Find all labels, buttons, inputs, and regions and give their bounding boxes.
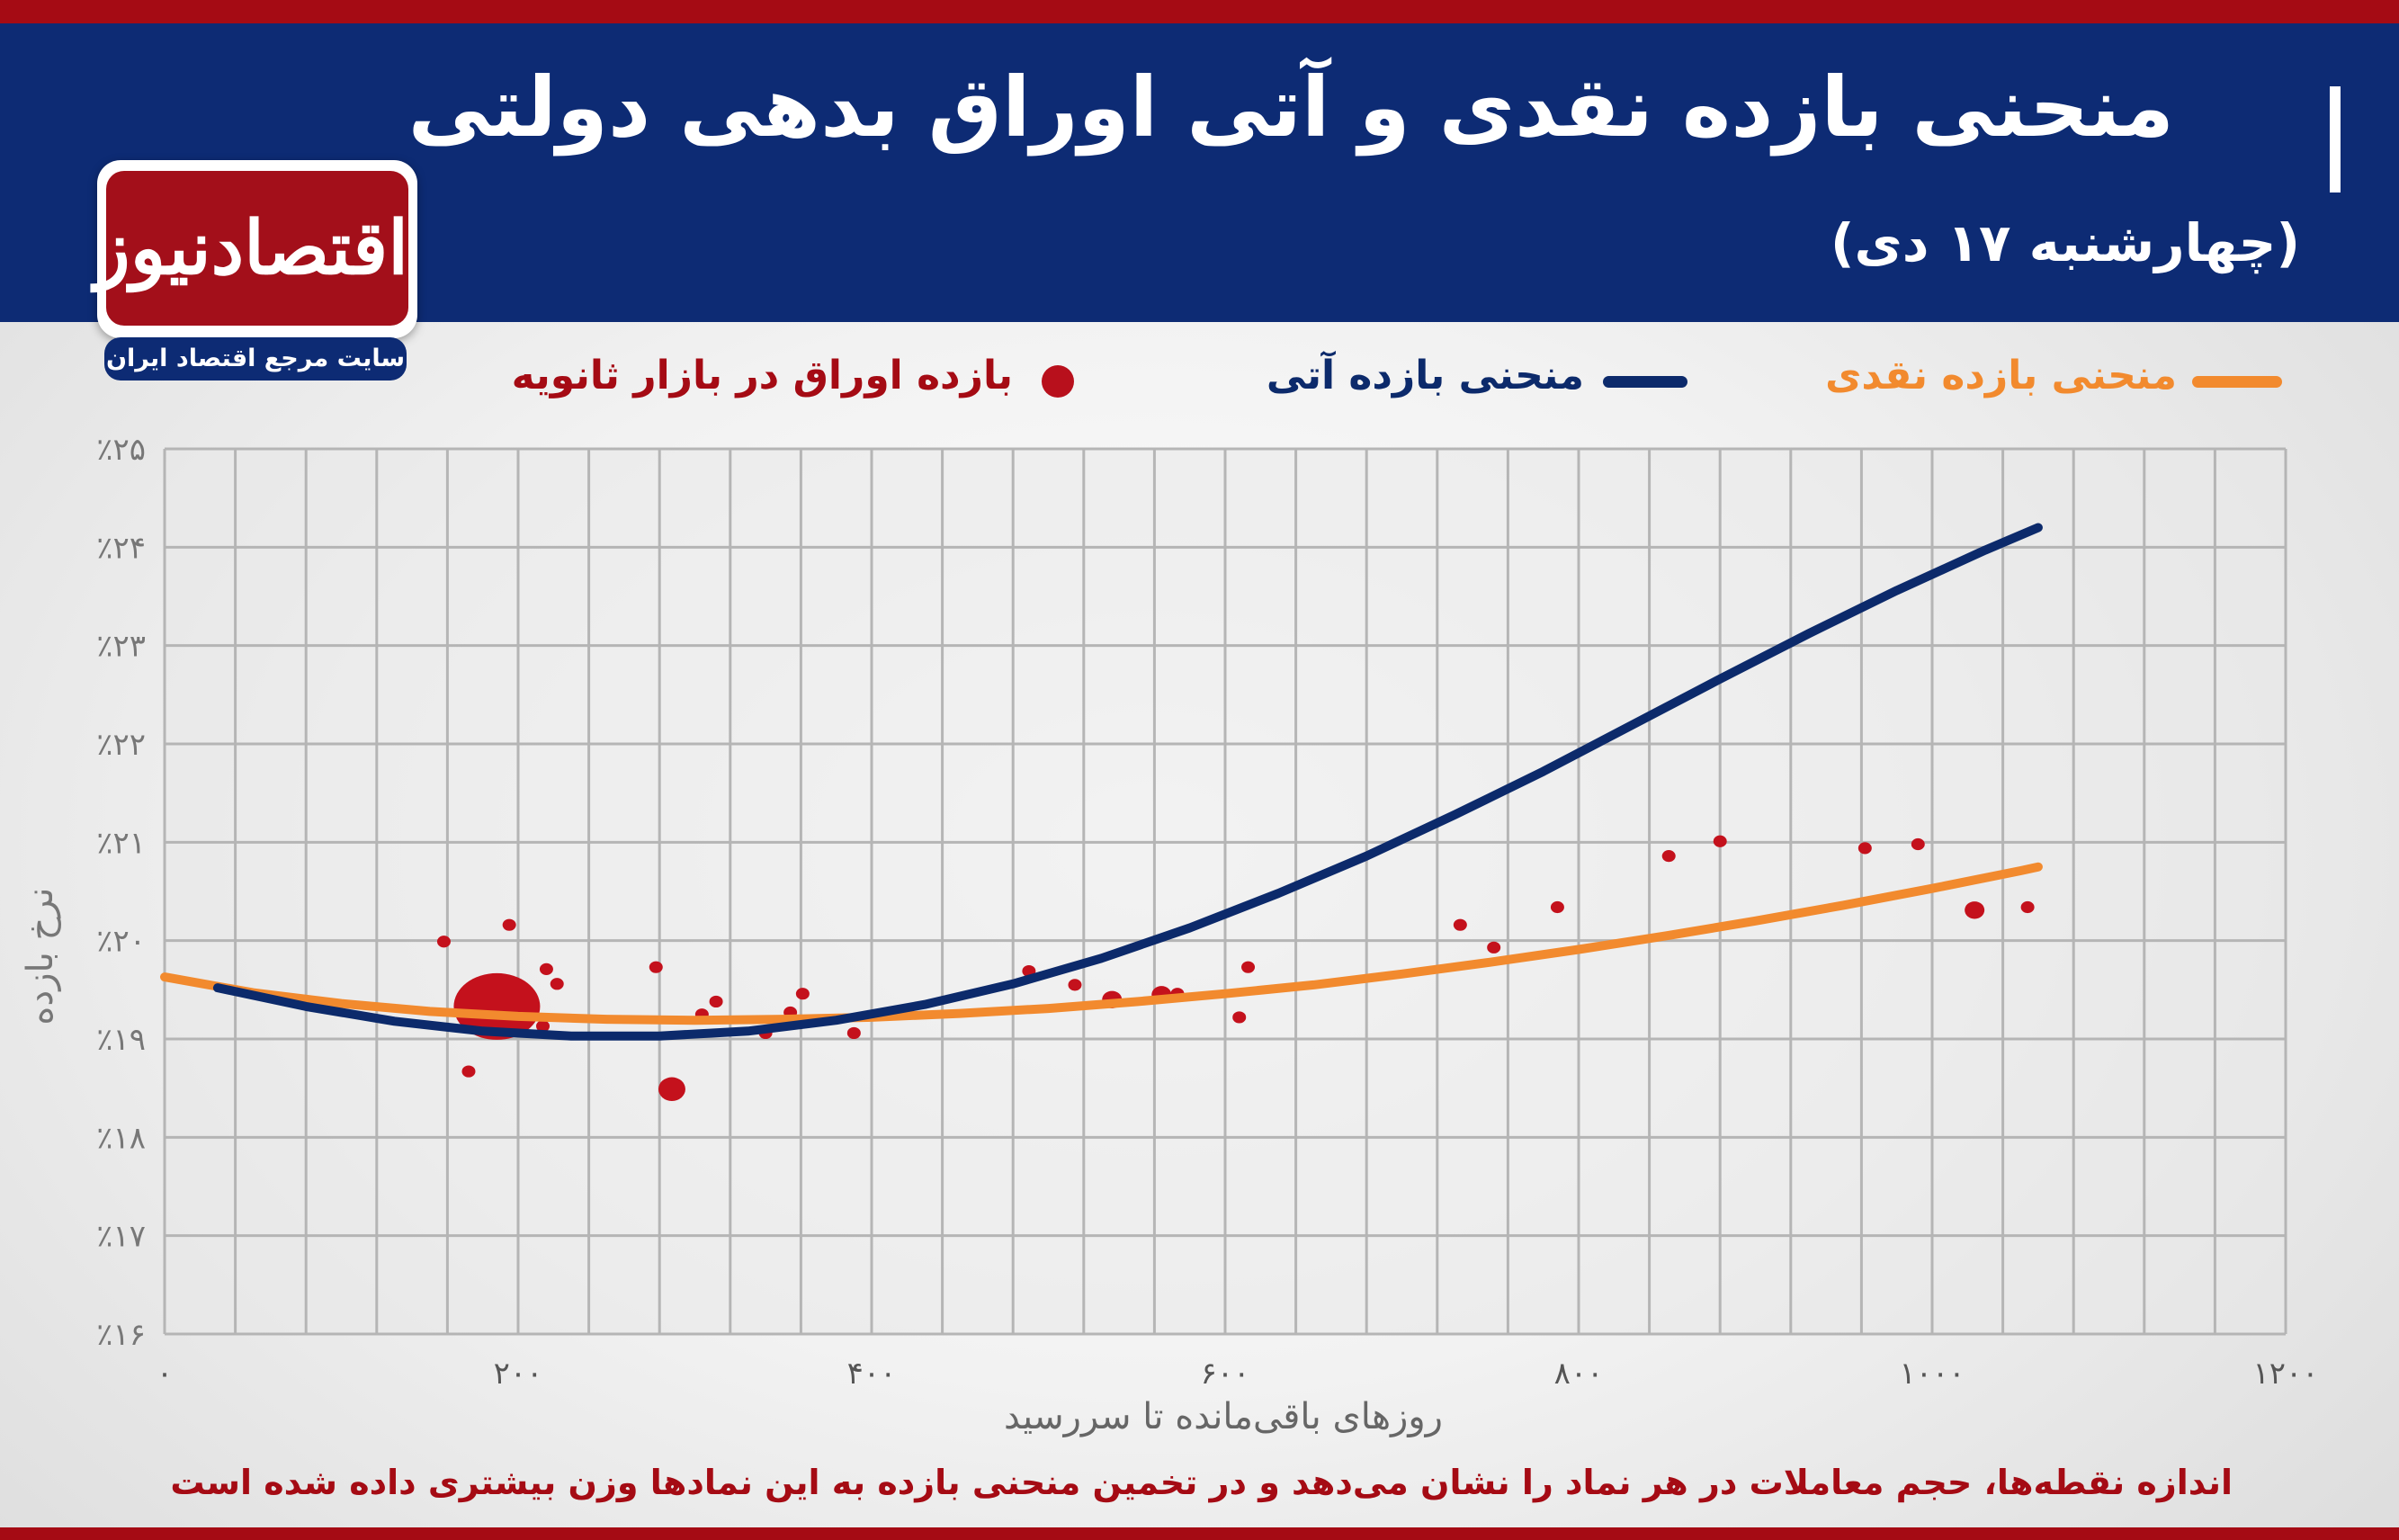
bond-yield-point	[453, 972, 541, 1040]
bond-yield-point	[1487, 941, 1501, 954]
y-tick-label: ٪۲۱	[96, 825, 146, 861]
bond-yield-point	[461, 1065, 476, 1078]
grid-lines	[163, 447, 2287, 1336]
top-accent-bar	[0, 0, 2399, 23]
legend-points-label: بازده اوراق در بازار ثانویه	[511, 353, 1013, 398]
chart-subtitle: (چهارشنبه ۱۷ دی)	[1831, 212, 2300, 273]
legend-spot-label: منحنی بازده نقدی	[1825, 353, 2177, 398]
bond-yield-point	[1232, 1011, 1247, 1024]
bond-yield-point	[2020, 900, 2035, 914]
title-accent-bar	[2330, 86, 2341, 192]
bond-yield-point	[1453, 918, 1467, 931]
bond-yield-point	[795, 988, 810, 1000]
footnote: اندازه نقطه‌ها، حجم معاملات در هر نماد ر…	[170, 1463, 2233, 1502]
bottom-accent-bar	[0, 1527, 2399, 1540]
legend-spot-swatch	[2192, 376, 2282, 388]
spot-yield-curve	[160, 862, 2043, 1025]
curve-lines	[160, 523, 2043, 1041]
x-tick-label: ۸۰۰	[1554, 1356, 1604, 1392]
bond-yield-point	[1550, 900, 1564, 914]
bond-yield-point	[436, 936, 451, 948]
y-tick-label: ٪۱۹	[96, 1022, 146, 1058]
bond-yield-point	[1911, 837, 1925, 851]
bond-points	[436, 835, 2035, 1101]
x-tick-label: ۶۰۰	[1201, 1356, 1250, 1392]
y-tick-label: ٪۲۳	[96, 629, 146, 665]
bond-yield-point	[539, 962, 553, 975]
x-axis-label: روزهای باقی‌مانده تا سررسید	[1004, 1396, 1443, 1437]
chart-title: منحنی بازده نقدی و آتی اوراق بدهی دولتی	[407, 59, 2174, 156]
brand-logo: اقتصادنیوز	[94, 160, 417, 338]
legend-futures-label: منحنی بازده آتی	[1266, 353, 1584, 398]
x-tick-label: ۴۰۰	[847, 1356, 897, 1392]
y-tick-label: ٪۱۷	[96, 1219, 146, 1255]
bond-yield-point	[649, 961, 663, 973]
x-tick-label: ۱۰۰۰	[1899, 1356, 1965, 1392]
x-tick-label: ۲۰۰	[494, 1356, 543, 1392]
y-tick-label: ٪۱۸	[96, 1120, 146, 1156]
bond-yield-point	[1965, 901, 1985, 919]
brand-logo-text: اقتصادنیوز	[94, 171, 408, 326]
bond-yield-point	[846, 1026, 861, 1040]
y-tick-label: ٪۲۴	[96, 530, 146, 566]
brand-tagline: سایت مرجع اقتصاد ایران	[104, 337, 407, 381]
futures-yield-curve	[212, 523, 2043, 1041]
y-tick-label: ٪۱۶	[96, 1317, 146, 1353]
x-tick-label: ۰	[157, 1356, 173, 1392]
legend-futures-swatch	[1603, 376, 1687, 388]
bond-yield-point	[1241, 961, 1256, 973]
bond-yield-point	[536, 1020, 551, 1033]
bond-yield-point	[1857, 842, 1872, 855]
y-tick-label: ٪۲۰	[96, 924, 146, 960]
bond-yield-point	[502, 918, 516, 931]
bond-yield-point	[709, 995, 723, 1008]
bond-yield-point	[1661, 850, 1676, 863]
y-tick-label: ٪۲۲	[96, 727, 146, 763]
bond-yield-point	[658, 1077, 685, 1101]
bond-yield-point	[550, 978, 564, 990]
legend-points-swatch	[1042, 365, 1074, 398]
y-tick-label: ٪۲۵	[96, 432, 146, 468]
axis-tick-labels: ٪۱۶ ٪۱۷ ٪۱۸ ٪۱۹ ٪۲۰ ٪۲۱ ٪۲۲ ٪۲۳ ٪۲۴ ٪۲۵ ۰ ۲۰۰ ۴۰۰ ۶۰۰…	[96, 432, 2318, 1392]
bond-yield-point	[1713, 835, 1727, 847]
bond-yield-point	[1068, 979, 1082, 991]
y-axis-label: نرخ بازده	[20, 887, 61, 1025]
x-tick-label: ۱۲۰۰	[2252, 1356, 2318, 1392]
